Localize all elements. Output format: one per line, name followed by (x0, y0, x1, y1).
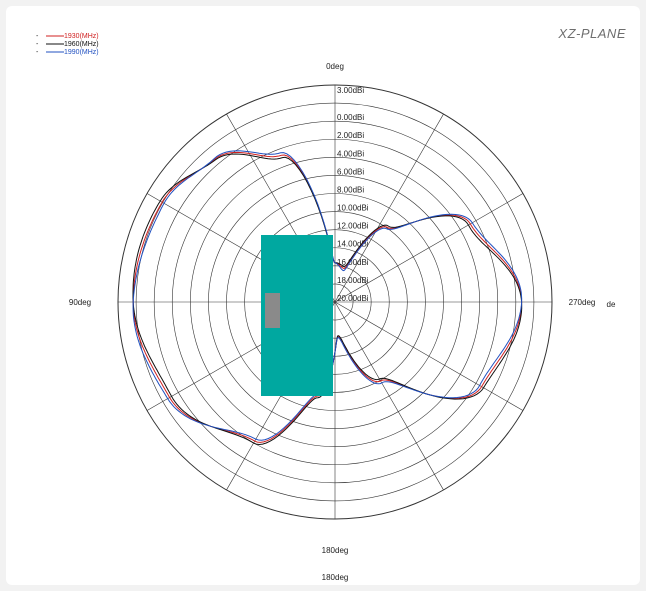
legend-label: 1960(MHz) (64, 41, 99, 48)
grid-spoke (334, 113, 444, 303)
angle-label-bottom-extra: 180deg (322, 573, 349, 582)
angle-label-top: 0deg (326, 62, 344, 71)
grid-spoke (334, 301, 524, 411)
angle-label-right-extra: de (607, 300, 616, 309)
radial-tick-label: 12.00dBi (337, 222, 369, 231)
angle-labels: 0deg 90deg 270deg de 180deg 180deg (69, 62, 616, 582)
radial-tick-label: 14.00dBi (337, 240, 369, 249)
radial-tick-label: 6.00dBi (337, 167, 364, 176)
legend-marker: - (36, 49, 39, 56)
radial-tick-label: 10.00dBi (337, 204, 369, 213)
angle-label-left: 90deg (69, 298, 91, 307)
radial-tick-label: 18.00dBi (337, 276, 369, 285)
polar-chart: 3.00dBi 0.00dBi 2.00dBi 4.00dBi 6.00dBi 8.00d… (36, 33, 616, 582)
radial-tick-labels: 3.00dBi 0.00dBi 2.00dBi 4.00dBi 6.00dBi 8.00d… (337, 86, 369, 303)
gray-block (265, 293, 280, 328)
pattern-series (132, 150, 523, 446)
legend: - 1930(MHz) - 1960(MHz) - 1990(MHz) (36, 33, 99, 56)
plane-label: XZ-PLANE (558, 26, 626, 41)
angle-label-right: 270deg (569, 298, 596, 307)
radial-tick-label: 0.00dBi (337, 113, 364, 122)
grid-spoke (334, 301, 444, 491)
radial-tick-label: 16.00dBi (337, 258, 369, 267)
legend-label: 1930(MHz) (64, 33, 99, 40)
grid-spoke (334, 193, 524, 303)
overlay-blocks (261, 235, 333, 396)
legend-label: 1990(MHz) (64, 49, 99, 56)
legend-marker: - (36, 33, 39, 40)
radial-tick-label: 8.00dBi (337, 185, 364, 194)
chart-panel: XZ-PLANE 3.00dBi 0.00dBi 2.00dBi 4.00dBi 6.0… (6, 6, 640, 585)
series-line-1990(MHz) (132, 150, 523, 441)
radial-tick-label: 2.00dBi (337, 131, 364, 140)
radial-tick-label: 4.00dBi (337, 149, 364, 158)
legend-marker: - (36, 41, 39, 48)
polar-grid (117, 84, 553, 520)
radial-tick-label: 20.00dBi (337, 294, 369, 303)
angle-label-bottom: 180deg (322, 546, 349, 555)
radial-tick-top: 3.00dBi (337, 86, 364, 95)
